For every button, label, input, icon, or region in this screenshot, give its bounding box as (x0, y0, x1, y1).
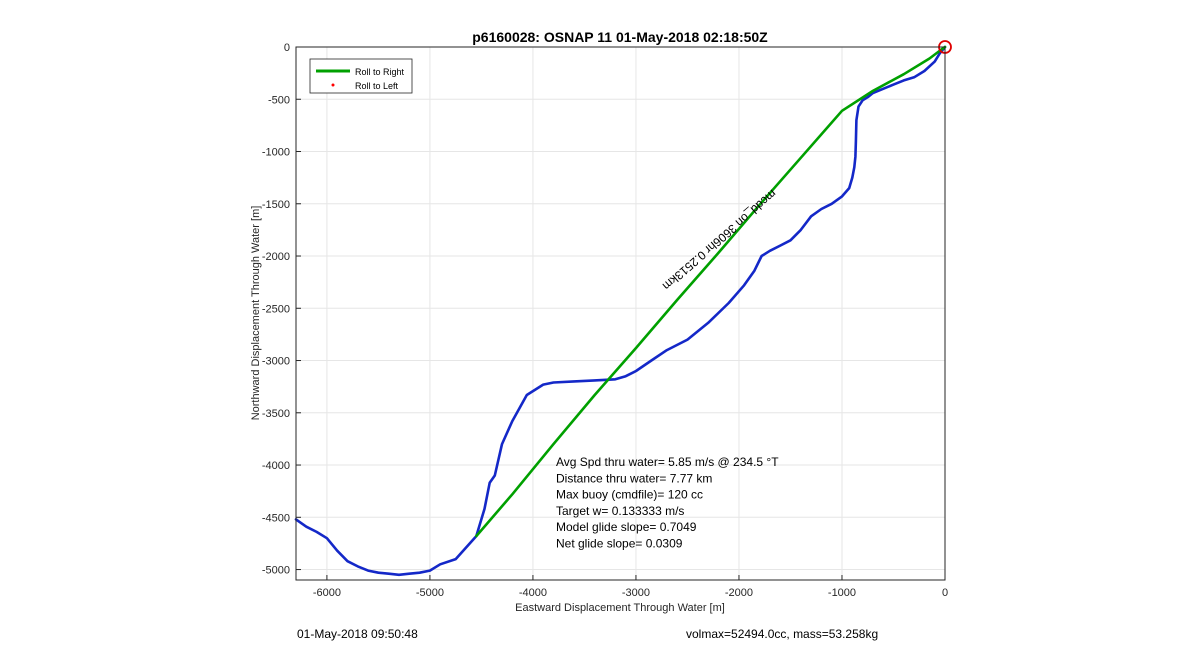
footer-volume-mass: volmax=52494.0cc, mass=53.258kg (686, 627, 879, 641)
stats-annotations: Avg Spd thru water= 5.85 m/s @ 234.5 °T D… (556, 455, 779, 551)
footer-timestamp: 01-May-2018 09:50:48 (297, 627, 418, 641)
y-tick-label: -2000 (262, 251, 290, 263)
x-tick-label: -1000 (828, 587, 856, 599)
stats-line: Distance thru water= 7.77 km (556, 471, 712, 485)
x-tick-label: -3000 (622, 587, 650, 599)
y-tick-label: -500 (268, 94, 290, 106)
x-tick-label: -2000 (725, 587, 753, 599)
y-tick-label: -1000 (262, 147, 290, 159)
y-tick-label: 0 (284, 42, 290, 54)
x-tick-label: 0 (942, 587, 948, 599)
stats-line: Target w= 0.133333 m/s (556, 504, 684, 518)
legend-label-roll-right: Roll to Right (355, 67, 405, 77)
legend: Roll to Right Roll to Left (309, 58, 413, 94)
y-axis-label: Northward Displacement Through Water [m] (250, 206, 262, 421)
legend-label-roll-left: Roll to Left (355, 81, 399, 91)
stats-line: Max buoy (cmdfile)= 120 cc (556, 488, 703, 502)
series-line-roll-to-right (475, 45, 947, 538)
y-tick-label: -2500 (262, 303, 290, 315)
y-tick-label: -1500 (262, 199, 290, 211)
chart-title: p6160028: OSNAP 11 01-May-2018 02:18:50Z (472, 29, 768, 45)
chart: -6000 -5000 -4000 -3000 -2000 -1000 0 0 -500 -100… (250, 29, 952, 614)
x-tick-label: -6000 (313, 587, 341, 599)
series-line-track (294, 45, 947, 577)
x-axis-label: Eastward Displacement Through Water [m] (515, 602, 725, 614)
y-tick-label: -3000 (262, 356, 290, 368)
x-tick-label: -4000 (519, 587, 547, 599)
stats-line: Net glide slope= 0.0309 (556, 537, 683, 551)
y-tick-label: -4500 (262, 512, 290, 524)
legend-marker-roll-left (331, 83, 335, 87)
y-tick-label: -5000 (262, 565, 290, 577)
x-tick-label: -5000 (416, 587, 444, 599)
plot-background (296, 47, 945, 580)
plot-frame (295, 46, 946, 581)
legend-box (309, 58, 413, 94)
tick-layer: -6000 -5000 -4000 -3000 -2000 -1000 0 0 -500 -100… (262, 42, 948, 599)
y-tick-label: -3500 (262, 408, 290, 420)
stats-line: Avg Spd thru water= 5.85 m/s @ 234.5 °T (556, 455, 779, 469)
y-tick-label: -4000 (262, 460, 290, 472)
stats-line: Model glide slope= 0.7049 (556, 520, 697, 534)
